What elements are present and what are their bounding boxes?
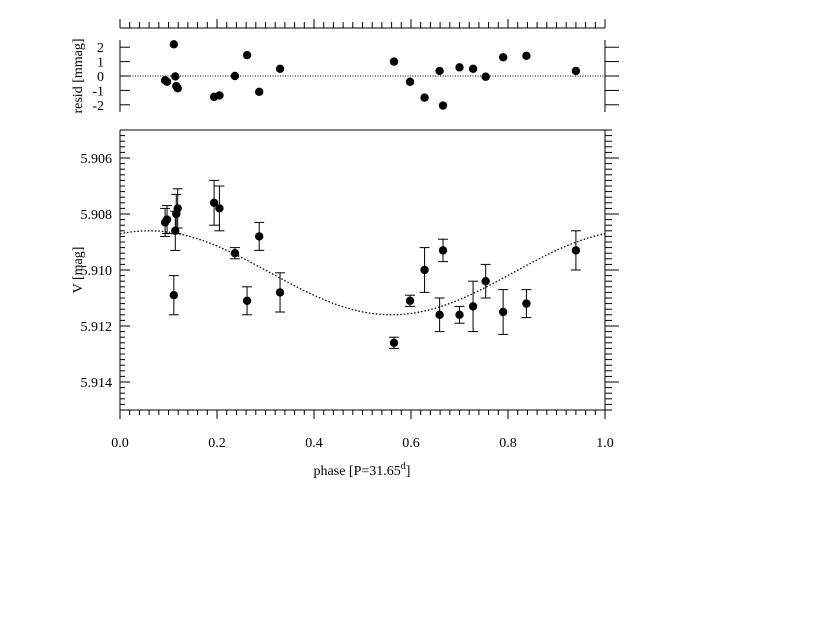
lc-x-ticks: 0.0 0.2 0.4 0.6 0.8 1.0: [111, 410, 614, 451]
resid-top-ticks: [119, 19, 606, 28]
lc-y-axis-title: V [mag]: [71, 247, 86, 294]
resid-point: [230, 71, 240, 81]
lc-y-tick-label: 5.914: [81, 376, 113, 391]
resid-point: [254, 87, 264, 97]
lc-point: [481, 277, 490, 286]
resid-point: [169, 40, 179, 49]
resid-y-tick-label: -1: [92, 84, 104, 99]
resid-y-tick-label: 1: [97, 56, 104, 71]
lc-y-ticks: 5.906 5.908 5.910 5.912 5.914: [81, 129, 619, 411]
resid-point: [215, 91, 224, 100]
resid-y-tick-label: 0: [97, 70, 104, 85]
lc-point: [438, 246, 448, 255]
resid-point: [389, 57, 399, 66]
lc-point: [389, 338, 399, 347]
resid-point: [171, 72, 180, 81]
lc-y-tick-label: 5.910: [81, 264, 113, 279]
resid-y-axis-title: resid [mmag]: [71, 38, 86, 113]
lc-point: [173, 204, 182, 213]
lc-point: [455, 310, 464, 319]
lc-point: [215, 204, 224, 213]
resid-point: [435, 66, 444, 76]
resid-point: [242, 50, 252, 60]
lc-point: [498, 307, 508, 317]
resid-point: [420, 93, 429, 102]
resid-point: [405, 77, 415, 86]
lc-x-tick-label: 0.2: [208, 436, 226, 451]
resid-point: [173, 84, 182, 93]
lc-point: [169, 291, 179, 300]
lc-points: [160, 179, 581, 349]
resid-y-tick-label: 2: [97, 41, 104, 56]
residual-panel: 210-1-2 resid [mmag]: [71, 19, 619, 114]
lightcurve-panel: 0.0 0.2 0.4 0.6 0.8 1.0 5.9065.9085.9105.9125…: [71, 129, 619, 479]
resid-point: [498, 53, 508, 62]
lc-x-tick-label: 1.0: [596, 436, 614, 451]
lc-point: [171, 226, 180, 235]
resid-point: [438, 101, 448, 110]
resid-point: [522, 51, 531, 61]
lc-point: [275, 288, 285, 297]
lc-point: [162, 215, 172, 224]
lc-x-tick-label: 0.6: [402, 436, 420, 451]
lc-point: [571, 246, 581, 255]
lc-point: [405, 296, 415, 305]
lc-y-tick-label: 5.906: [81, 152, 113, 167]
lc-point: [242, 296, 252, 305]
lc-point: [468, 302, 478, 311]
sinusoid-fit-curve: [119, 230, 606, 316]
lc-point: [435, 310, 444, 319]
lc-y-tick-label: 5.908: [81, 208, 113, 223]
resid-y-ticks: 210-1-2: [92, 41, 619, 114]
lc-y-tick-label: 5.912: [81, 320, 113, 335]
lc-point: [254, 232, 264, 241]
lc-point: [209, 198, 219, 207]
lc-point: [230, 249, 240, 258]
resid-point: [468, 64, 478, 74]
lc-x-tick-label: 0.0: [111, 436, 129, 451]
resid-y-tick-label: -2: [92, 99, 104, 114]
lc-x-tick-label: 0.8: [499, 436, 517, 451]
resid-point: [571, 66, 581, 76]
lc-x-tick-label: 0.4: [305, 436, 323, 451]
lc-point: [522, 299, 531, 308]
lc-x-axis-title: phase [P=31.65d]: [314, 461, 411, 479]
resid-point: [162, 77, 172, 86]
resid-points: [160, 40, 581, 110]
resid-point: [481, 72, 490, 81]
resid-point: [455, 63, 464, 72]
resid-point: [275, 64, 285, 74]
lc-point: [420, 265, 429, 275]
